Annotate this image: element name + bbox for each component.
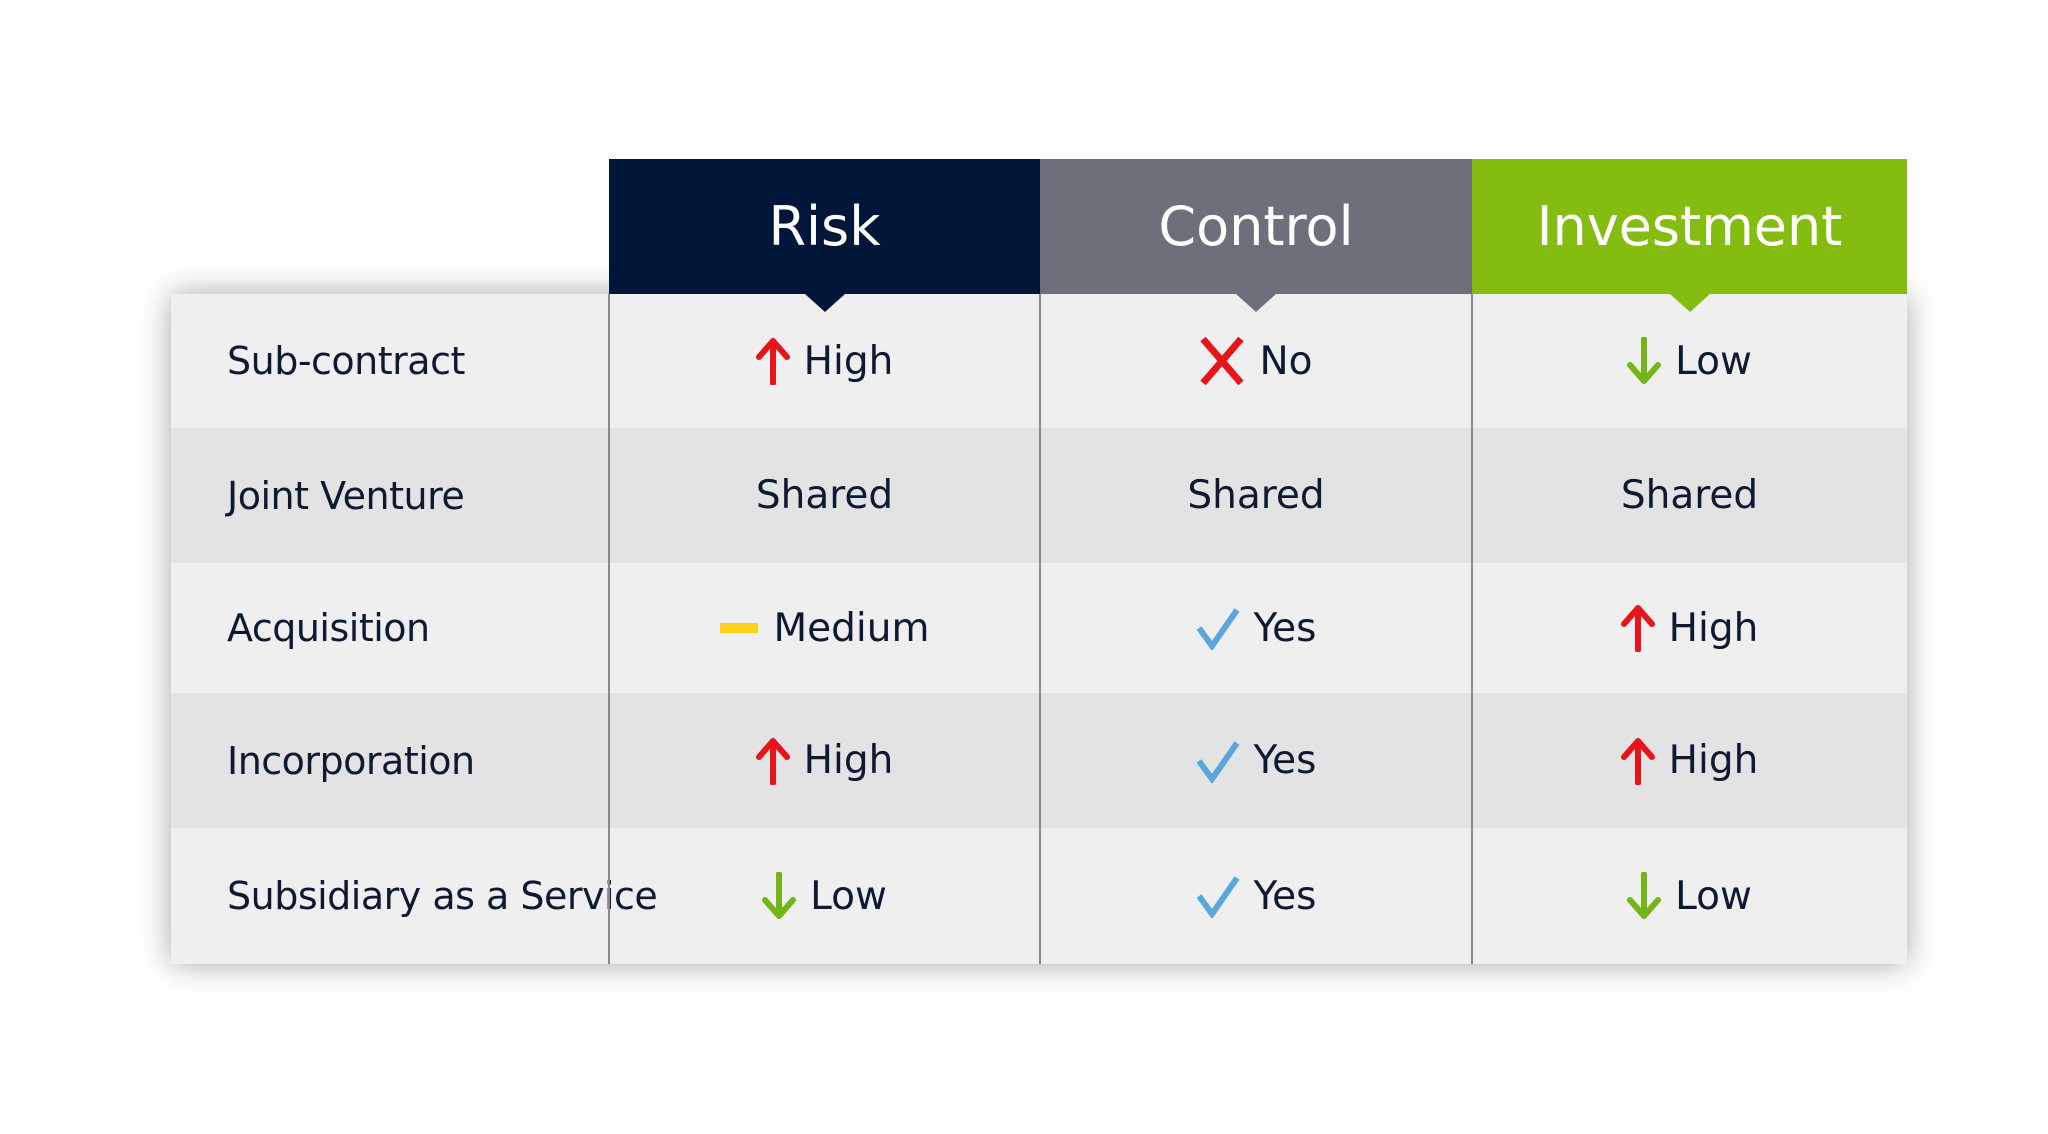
table-cell: Shared [1472,428,1907,563]
table-cell: Yes [1040,828,1472,964]
status-icon [1627,337,1662,385]
status-icon [755,337,790,385]
status-icon [1196,606,1240,650]
cell-text: Yes [1253,738,1317,783]
cell-text: Shared [1187,473,1325,518]
table-cell: Shared [1040,428,1472,563]
cell-text: Shared [755,473,894,518]
cell-text: Medium [773,605,930,651]
status-icon [1196,874,1240,918]
table-cell: High [609,294,1040,428]
cell-text: Yes [1253,605,1317,651]
row-label: Incorporation [227,738,475,783]
cell-text: No [1259,338,1313,384]
cell-text: Shared [1620,473,1759,518]
row-label: Subsidiary as a Service [227,874,658,918]
header-pointer [804,294,845,312]
table-cell: Shared [609,428,1040,563]
status-icon [762,872,797,920]
status-icon [1620,737,1655,785]
row-label: Sub-contract [227,339,465,383]
status-icon [1620,604,1655,652]
cell-text: Yes [1253,873,1317,919]
cell-text: High [803,338,894,384]
status-icon [1196,739,1240,783]
status-icon [755,737,790,785]
row-label: Joint Venture [227,473,465,518]
table-cell: High [1472,693,1907,828]
status-icon [1199,336,1245,386]
column-divider [1039,294,1041,964]
cell-text: Low [1675,873,1752,919]
cell-text: High [1668,605,1759,651]
status-icon [1627,872,1662,920]
column-header: Investment [1472,159,1907,294]
status-icon [719,621,760,635]
table-cell: Low [1472,828,1907,964]
row-label: Acquisition [227,606,430,650]
column-divider [608,294,610,964]
header-pointer [1236,294,1276,312]
cell-text: Low [810,873,887,919]
cell-text: High [1668,738,1759,783]
cell-text: Low [1675,338,1752,384]
cell-text: High [803,738,894,783]
table-cell: Medium [609,563,1040,693]
column-divider [1471,294,1473,964]
table-cell: High [1472,563,1907,693]
table-cell: Low [1472,294,1907,428]
table-cell: Yes [1040,693,1472,828]
column-header: Control [1040,159,1472,294]
table-cell: Low [609,828,1040,964]
column-header: Risk [609,159,1040,294]
table-cell: Yes [1040,563,1472,693]
header-pointer [1669,294,1710,312]
table-cell: High [609,693,1040,828]
table-cell: No [1040,294,1472,428]
